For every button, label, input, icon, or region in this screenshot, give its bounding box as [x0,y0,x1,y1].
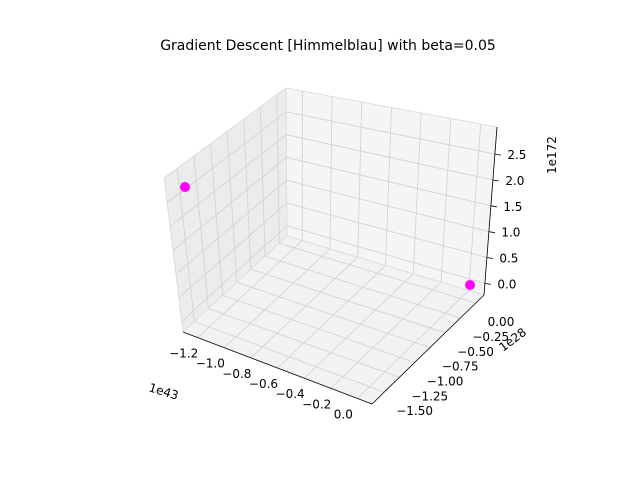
z-gridline-back [286,179,489,233]
y-gridline-wall [210,143,224,296]
z-tick-label: 2.0 [505,174,524,188]
x-tick-label: −0.2 [302,397,331,411]
pane-edge [182,235,288,333]
y-axis-line [371,294,485,405]
x-tick-label: −0.4 [276,387,305,401]
data-points [180,182,475,290]
data-point [180,182,190,192]
x-gridline-wall [412,112,422,274]
pane-edge [163,87,287,179]
z-tick-label: 1.0 [501,226,520,240]
z-tick-mark [490,205,497,208]
axis-ticks: −1.2−1.0−0.8−0.6−0.4−0.20.00.00−0.25−0.5… [169,148,526,421]
x-tick-label: −1.0 [196,357,225,371]
z-gridline-back [286,111,495,155]
z-tick-mark [492,179,499,182]
y-gridline-floor [279,242,476,304]
z-tick-label: 0.0 [497,277,516,291]
y-gridline-wall [259,106,266,257]
data-point [465,280,475,290]
z-tick-mark [484,282,491,285]
x-gridline-wall [329,96,333,249]
x-gridline-floor [303,273,414,379]
x-axis-line [182,331,373,405]
left-wall-pane [164,88,287,332]
pane-edge [163,177,184,333]
z-gridline-left [175,179,287,275]
y-tick-label: −1.25 [411,389,448,403]
y-gridline-floor [194,321,385,393]
pane-edge [285,87,288,237]
y-gridline-wall [243,119,252,270]
y-tick-label: −0.50 [457,345,494,359]
x-gridline-floor [357,290,470,399]
z-gridline-left [169,134,287,227]
x-tick-label: −1.2 [169,347,198,361]
y-gridline-wall [276,94,280,244]
x-tick-label: −0.8 [222,367,251,381]
z-gridline-left [178,202,288,298]
chart-title: Gradient Descent [Himmelblau] with beta=… [160,38,496,54]
z-gridline-back [286,225,486,284]
y-tick-label: −1.00 [427,374,464,388]
y-gridline-floor [222,295,415,363]
z-tick-label: 0.5 [499,252,518,266]
z-axis-line [483,126,498,296]
y-tick-label: −0.25 [472,330,509,344]
grid-lines [166,91,495,399]
axis-lines [163,87,498,405]
x-gridline-wall [385,107,392,266]
pane-edge [285,87,498,128]
z-gridline-back [286,202,488,258]
y-gridline-floor [264,255,461,319]
y-tick-label: 0.00 [488,315,515,329]
y-gridline-floor [250,268,446,334]
y-tick-label: −1.50 [396,404,433,418]
z-axis-offset: 1e172 [545,136,559,174]
x-gridline-floor [197,240,303,338]
z-tick-mark [486,257,493,259]
z-gridline-left [172,157,287,251]
z-tick-label: 1.5 [503,200,522,214]
z-gridline-back [286,134,493,181]
z-tick-mark [488,231,495,234]
x-gridline-wall [468,123,482,291]
x-tick-label: −0.6 [249,377,278,391]
x-gridline-floor [223,248,331,349]
x-gridline-floor [277,265,386,369]
z-gridline-back [286,157,491,207]
y-gridline-wall [193,155,209,309]
y-gridline-wall [226,131,238,283]
x-tick-label: 0.0 [334,407,353,421]
z-tick-label: 2.5 [507,148,526,162]
back-wall-pane [286,88,497,295]
x-gridline-wall [440,118,452,283]
z-tick-mark [494,153,501,156]
y-gridline-floor [236,281,431,349]
z-gridline-left [181,225,288,322]
x-gridline-floor [250,256,359,359]
y-gridline-wall [176,168,195,322]
x-axis-offset: 1e43 [147,380,180,402]
x-gridline-wall [357,101,363,258]
pane-edge [286,235,485,296]
y-gridline-floor [208,308,400,378]
y-tick-label: −0.75 [442,360,479,374]
x-gridline-floor [330,281,442,389]
